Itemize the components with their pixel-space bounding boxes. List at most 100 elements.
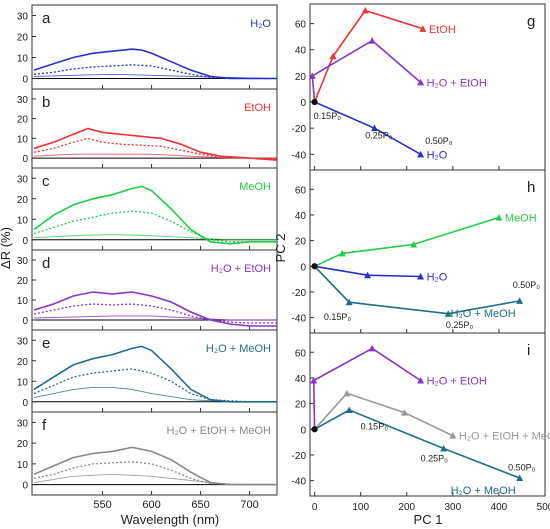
panel-label: H₂O + EtOH — [211, 263, 271, 275]
data-marker — [361, 7, 369, 14]
pressure-annotation: 0.25P₀ — [446, 320, 474, 330]
pressure-annotation: 0.25P₀ — [421, 453, 449, 463]
panel-frame — [31, 167, 278, 251]
x-tick-label: 650 — [191, 499, 209, 511]
right-x-axis-label: PC 1 — [414, 512, 443, 527]
data-marker — [343, 389, 351, 397]
series-solid — [33, 48, 277, 80]
y-tick-label: 20 — [17, 115, 29, 126]
x-tick-label: 550 — [93, 499, 111, 511]
series-line — [313, 9, 424, 103]
series-line — [314, 392, 454, 437]
data-marker — [368, 37, 376, 44]
series-thin — [33, 473, 277, 486]
y-tick-label: -40 — [292, 150, 307, 161]
series-label: H₂O + EtOH — [427, 77, 487, 89]
data-marker — [417, 150, 425, 158]
y-tick-label: 20 — [17, 276, 29, 287]
panel-letter: g — [527, 13, 535, 30]
data-marker — [449, 432, 457, 439]
series-solid — [33, 291, 277, 327]
series-thin — [33, 234, 277, 241]
x-tick-label: 600 — [142, 499, 160, 511]
y-tick-label: 10 — [17, 296, 29, 307]
series-dotted — [33, 461, 277, 486]
series-line — [314, 265, 520, 315]
panel-letter: e — [42, 335, 50, 352]
pca-panel-g: -40 -20 0 20 40 60 EtOH H₂O + EtOH H₂O 0.15P₀ 0.25… — [292, 3, 546, 171]
y-tick-label: 60 — [295, 185, 307, 196]
x-tick-label: 300 — [444, 502, 461, 513]
pressure-annotation: 0.15P₀ — [324, 312, 352, 322]
series-thin — [33, 73, 278, 79]
y-tick-label: 30 — [17, 174, 29, 185]
panel-letter: a — [42, 10, 51, 27]
series-line — [312, 347, 422, 430]
panel-label: H₂O — [250, 18, 271, 30]
data-marker — [516, 474, 524, 482]
y-tick-label: 20 — [17, 33, 29, 44]
spectrum-panel-c: 0 10 20 30 c MeOH — [17, 167, 278, 251]
left-spectra-panels: 0 10 20 30 a H₂O 0 10 20 30 b EtOH 0 10 20 30 c MeOH 0 10 20… — [17, 4, 278, 511]
panel-letter: f — [42, 417, 47, 434]
spectrum-panel-e: 0 10 20 30 e H₂O + MeOH — [17, 329, 278, 413]
series-label: H₂O + EtOH — [427, 375, 487, 387]
panel-label: H₂O + MeOH — [206, 343, 271, 355]
panel-letter: d — [42, 255, 50, 272]
data-marker — [417, 376, 425, 384]
series-solid — [33, 185, 277, 245]
data-marker — [338, 249, 346, 257]
panel-label: MeOH — [239, 181, 271, 193]
series-line — [311, 39, 422, 103]
data-marker — [368, 344, 376, 352]
series-label: H₂O — [427, 272, 448, 284]
series-label: EtOH — [429, 24, 456, 36]
panel-frame — [31, 88, 278, 169]
y-tick-label: 0 — [22, 398, 28, 409]
pca-panel-h: -40 -20 0 20 40 60 MeOH H₂O H₂O + MeOH 0.15P₀ 0.25… — [292, 169, 546, 334]
pressure-annotation: 0.15P₀ — [361, 421, 389, 431]
series-dotted — [33, 210, 277, 243]
y-tick-label: 0 — [22, 75, 28, 86]
y-tick-label: 30 — [17, 256, 29, 267]
right-y-axis-label: PC 2 — [273, 234, 288, 263]
y-tick-label: 30 — [17, 336, 29, 347]
y-tick-label: 20 — [295, 400, 307, 411]
panel-letter: h — [527, 179, 535, 196]
series-dotted — [33, 137, 278, 160]
y-tick-label: 0 — [22, 481, 28, 492]
y-tick-label: 10 — [17, 215, 29, 226]
panel-label: H₂O + EtOH + MeOH — [166, 425, 271, 437]
y-tick-label: 30 — [17, 12, 29, 23]
series-thin — [33, 153, 277, 159]
pressure-annotation: 0.50P₀ — [425, 136, 453, 146]
data-marker — [345, 406, 353, 414]
panel-frame — [31, 249, 278, 331]
y-tick-label: -20 — [292, 288, 307, 299]
data-marker — [308, 72, 316, 79]
y-tick-label: 20 — [17, 195, 29, 206]
left-x-axis-label: Wavelength (nm) — [121, 512, 220, 527]
y-tick-label: 20 — [295, 237, 307, 248]
origin-point — [311, 263, 318, 270]
origin-point — [311, 426, 318, 433]
x-tick-label: 400 — [491, 502, 508, 513]
y-tick-label: 60 — [295, 348, 307, 359]
y-tick-label: -40 — [292, 314, 307, 325]
data-marker — [329, 52, 337, 60]
y-tick-label: -20 — [292, 124, 307, 135]
panel-frame — [31, 329, 278, 413]
y-tick-label: 40 — [295, 211, 307, 222]
y-tick-label: 0 — [300, 98, 306, 109]
data-marker — [417, 273, 425, 280]
x-tick-label: 0 — [312, 502, 318, 513]
data-marker — [310, 376, 318, 384]
data-marker — [400, 409, 408, 416]
y-tick-label: 0 — [300, 425, 306, 436]
data-marker — [410, 240, 418, 248]
spectrum-panel-f: 0 10 20 30 f H₂O + EtOH + MeOH — [17, 411, 278, 496]
panel-letter: c — [42, 173, 50, 190]
y-tick-label: 30 — [17, 418, 29, 429]
data-marker — [495, 213, 503, 221]
panel-frame — [309, 3, 546, 171]
